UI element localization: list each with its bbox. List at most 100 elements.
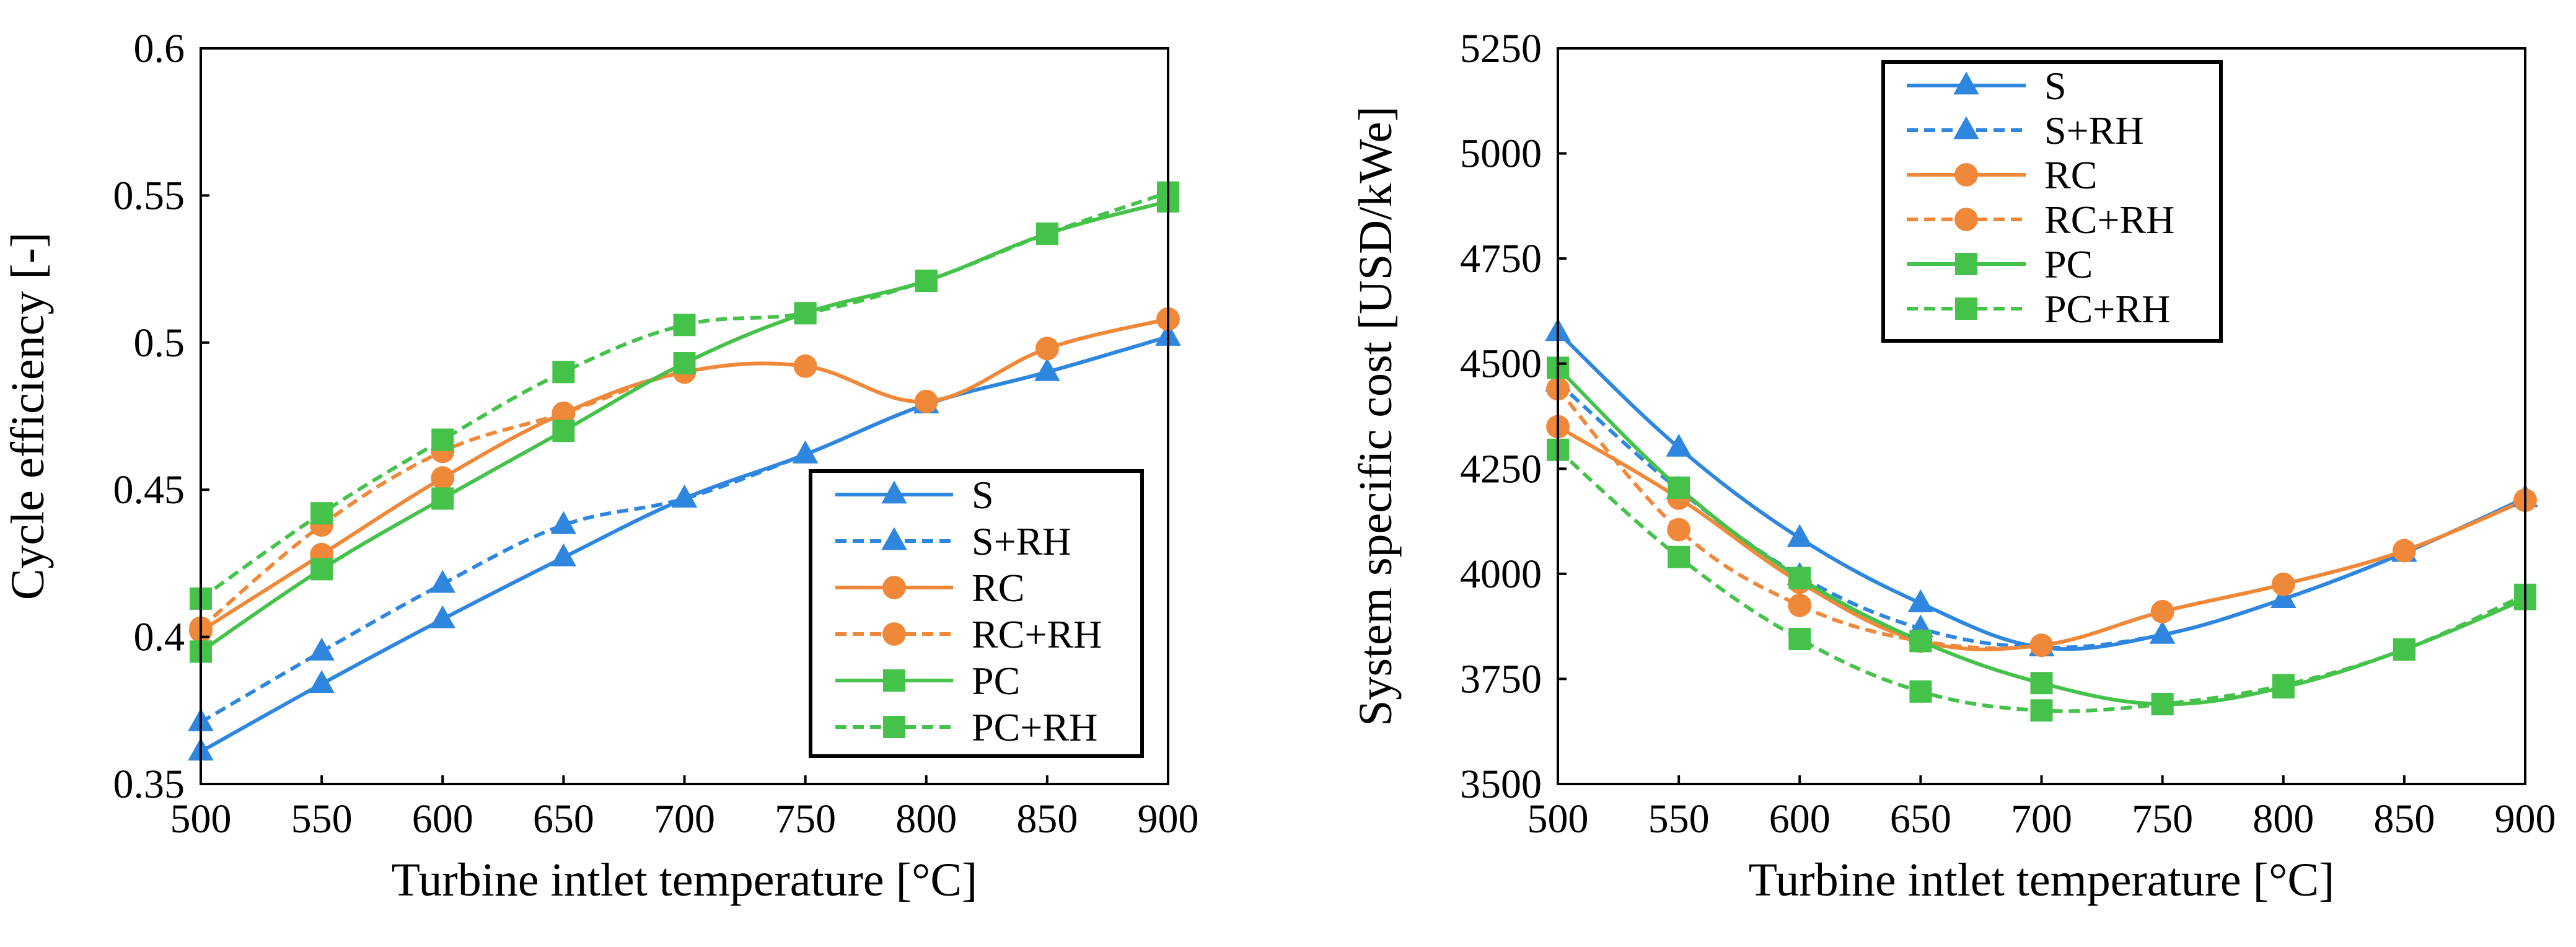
legend-label-rc: RC bbox=[972, 566, 1024, 610]
data-point-pc-650 bbox=[1909, 630, 1932, 653]
legend-marker-rc-rh bbox=[1954, 208, 1978, 231]
y-tick-label: 0.35 bbox=[113, 762, 185, 807]
legend-marker-pc bbox=[883, 669, 905, 692]
data-point-pc-rh-550 bbox=[1668, 545, 1690, 568]
y-tick-label: 4250 bbox=[1460, 446, 1542, 491]
data-point-rc-rh-850 bbox=[1035, 337, 1059, 361]
data-point-s-600 bbox=[1787, 524, 1813, 547]
data-point-pc-700 bbox=[2030, 672, 2053, 695]
series-line-s-rh bbox=[200, 335, 1169, 724]
data-point-pc-650 bbox=[552, 420, 575, 443]
legend-marker-s-rh bbox=[1953, 116, 1979, 139]
legend-marker-rc bbox=[882, 576, 906, 599]
data-point-pc-rh-800 bbox=[2272, 674, 2295, 697]
series-group bbox=[1545, 318, 2538, 722]
legend-label-pc-rh: PC+RH bbox=[972, 705, 1097, 749]
data-point-pc-rh-800 bbox=[915, 270, 938, 293]
data-point-s-550 bbox=[1666, 433, 1692, 457]
x-tick-label: 550 bbox=[1648, 796, 1710, 842]
data-point-rc-rh-850 bbox=[2392, 539, 2416, 563]
x-tick-label: 700 bbox=[2011, 796, 2072, 842]
data-point-rc-rh-550 bbox=[1667, 518, 1691, 542]
data-point-rc-rh-750 bbox=[793, 354, 817, 378]
series-line-pc-rh bbox=[1557, 448, 2526, 713]
x-tick-label: 500 bbox=[1528, 796, 1589, 842]
chart-cycle-efficiency: 500 550 600 650 700 750 800 850 900 0.35 0.4 0.45 0.… bbox=[2, 26, 1199, 906]
legend-marker-s bbox=[1953, 71, 1979, 95]
data-point-pc-rh-750 bbox=[794, 302, 817, 325]
data-point-s-600 bbox=[429, 605, 455, 628]
data-point-s-rh-850 bbox=[1034, 358, 1060, 381]
data-point-s-rh-600 bbox=[429, 570, 455, 593]
data-point-s-650 bbox=[1907, 589, 1934, 612]
y-tick-label: 5250 bbox=[1460, 26, 1542, 71]
x-tick-label: 850 bbox=[2373, 796, 2435, 842]
x-tick-label: 850 bbox=[1016, 796, 1078, 842]
y-tick-label: 4500 bbox=[1460, 341, 1542, 387]
legend-marker-pc-rh bbox=[883, 716, 905, 738]
legend-marker-pc bbox=[1955, 253, 1977, 275]
legend-label-pc: PC bbox=[2044, 242, 2093, 286]
data-point-rc-rh-700 bbox=[2029, 633, 2054, 658]
data-point-pc-600 bbox=[431, 487, 454, 510]
data-point-s-rh-700 bbox=[671, 484, 698, 508]
x-tick-label: 700 bbox=[654, 796, 715, 842]
x-tick-label: 750 bbox=[775, 796, 836, 842]
legend-marker-s-rh bbox=[881, 527, 907, 550]
data-point-pc-rh-650 bbox=[552, 361, 575, 384]
legend-box bbox=[1881, 60, 2223, 343]
data-point-pc-rh-750 bbox=[2151, 693, 2174, 716]
data-point-pc-550 bbox=[310, 558, 333, 581]
y-tick-label: 5000 bbox=[1460, 131, 1542, 177]
x-tick-label: 800 bbox=[2253, 796, 2314, 842]
data-point-rc-rh-650 bbox=[552, 401, 576, 425]
data-point-s-rh-650 bbox=[550, 511, 577, 534]
data-point-pc-rh-600 bbox=[1788, 627, 1811, 650]
legend-label-pc: PC bbox=[972, 659, 1020, 703]
data-point-s-rh-750 bbox=[2149, 620, 2176, 644]
legend-label-rc-rh: RC+RH bbox=[2044, 198, 2174, 242]
legend-marker-s bbox=[881, 480, 907, 504]
data-point-pc-rh-850 bbox=[1035, 222, 1058, 245]
y-tick-label: 0.5 bbox=[134, 320, 185, 366]
series-line-rc bbox=[1557, 425, 2526, 651]
y-axis-label: System specific cost [USD/kWe] bbox=[1350, 106, 1402, 726]
x-axis-label: Turbine intlet temperature [°C] bbox=[392, 854, 978, 906]
series-line-rc-rh bbox=[200, 317, 1169, 630]
y-tick-label: 3500 bbox=[1460, 762, 1542, 807]
series-line-rc-rh bbox=[1556, 387, 2526, 650]
legend-label-s-rh: S+RH bbox=[2044, 108, 2144, 152]
data-point-s-650 bbox=[550, 543, 577, 566]
data-point-pc-rh-850 bbox=[2393, 638, 2416, 661]
legend-label-s-rh: S+RH bbox=[972, 519, 1071, 563]
legend-marker-rc-rh bbox=[882, 622, 906, 646]
data-point-rc-rh-800 bbox=[2271, 572, 2295, 596]
x-tick-label: 750 bbox=[2132, 796, 2193, 842]
legend-label-rc: RC bbox=[2044, 153, 2097, 197]
data-point-s-rh-550 bbox=[309, 637, 335, 661]
x-axis-label: Turbine intlet temperature [°C] bbox=[1749, 854, 2335, 906]
data-point-pc-rh-700 bbox=[673, 314, 696, 337]
y-tick-label: 4000 bbox=[1460, 552, 1542, 597]
x-tick-label: 650 bbox=[1890, 796, 1951, 842]
data-point-s-550 bbox=[309, 670, 335, 693]
legend-label-pc-rh: PC+RH bbox=[2044, 287, 2170, 331]
data-point-pc-700 bbox=[673, 352, 696, 375]
data-point-rc-rh-800 bbox=[914, 389, 938, 413]
data-point-s-rh-800 bbox=[2270, 585, 2297, 608]
y-tick-label: 0.45 bbox=[113, 467, 185, 513]
legend-label-s: S bbox=[972, 473, 994, 517]
data-point-rc-rh-600 bbox=[1788, 593, 1812, 617]
y-tick-label: 0.4 bbox=[134, 615, 185, 660]
y-tick-label: 0.55 bbox=[113, 173, 185, 218]
x-tick-label: 900 bbox=[2495, 796, 2556, 842]
y-tick-label: 0.6 bbox=[134, 26, 185, 71]
x-tick-label: 800 bbox=[895, 796, 957, 842]
legend-label-s: S bbox=[2044, 64, 2067, 108]
data-point-pc-rh-650 bbox=[1909, 680, 1932, 703]
x-tick-label: 650 bbox=[533, 796, 594, 842]
legend-marker-pc-rh bbox=[1955, 297, 1977, 320]
x-tick-label: 900 bbox=[1138, 796, 1199, 842]
